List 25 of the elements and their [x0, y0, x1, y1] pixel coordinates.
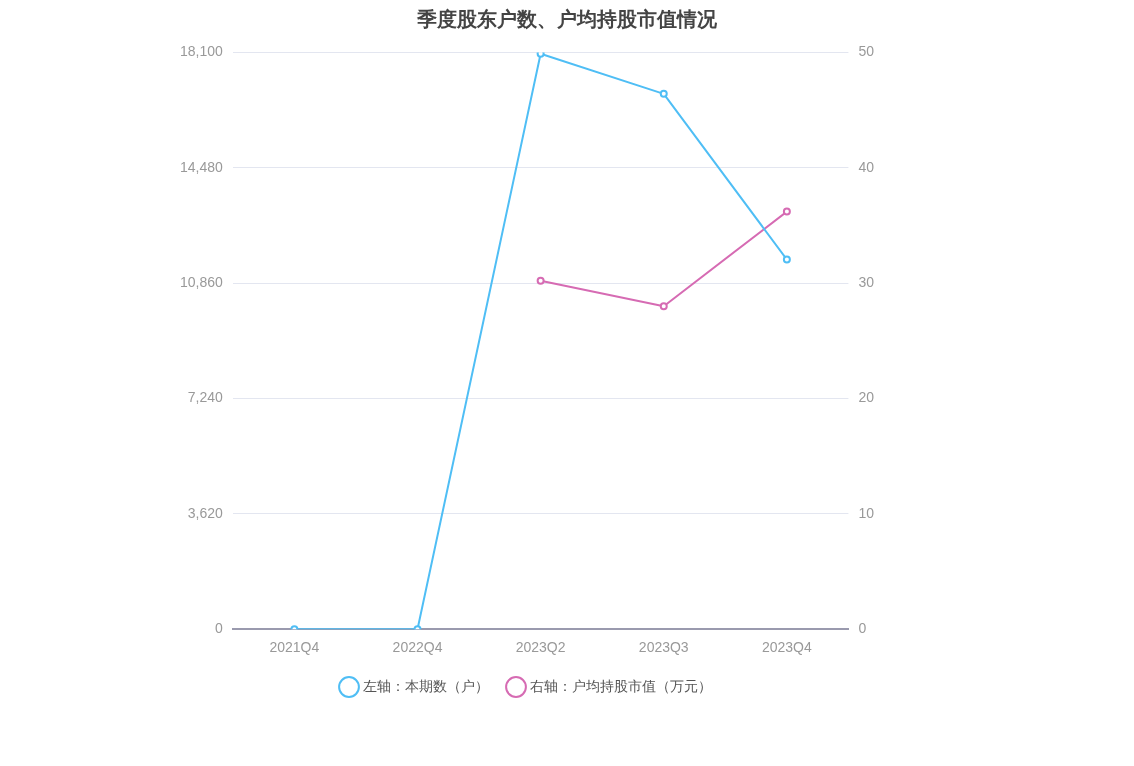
- point: [659, 302, 668, 311]
- y2-tick-label: 20: [858, 389, 875, 406]
- y-tick-label: 7,240: [187, 389, 224, 406]
- y-tick-label: 18,100: [179, 43, 224, 60]
- y2-tick-label: 50: [858, 43, 875, 60]
- x-tick-label: 2023Q4: [761, 639, 812, 656]
- y-tick-label: 3,620: [187, 504, 224, 521]
- y2-tick-label: 40: [858, 158, 875, 175]
- y-tick-label: 14,480: [179, 158, 224, 175]
- y2-tick-label: 0: [858, 620, 867, 637]
- y2-tick-label: 30: [858, 273, 875, 290]
- legend-label: 右轴：户均持股市值（万元）: [530, 677, 712, 694]
- point: [536, 276, 545, 285]
- y-tick-label: 10,860: [179, 273, 224, 290]
- chart-title: 季度股东户数、户均持股市值情况: [416, 6, 718, 33]
- legend-label: 左轴：本期数（户）: [363, 677, 489, 694]
- x-tick-label: 2022Q4: [392, 639, 443, 656]
- y2-tick-label: 10: [858, 504, 875, 521]
- x-tick-label: 2023Q2: [515, 639, 566, 656]
- y-tick-label: 0: [215, 620, 224, 637]
- point: [782, 255, 791, 264]
- point: [659, 89, 668, 98]
- x-tick-label: 2021Q4: [269, 639, 320, 656]
- point: [782, 207, 791, 216]
- x-tick-label: 2023Q3: [638, 639, 689, 656]
